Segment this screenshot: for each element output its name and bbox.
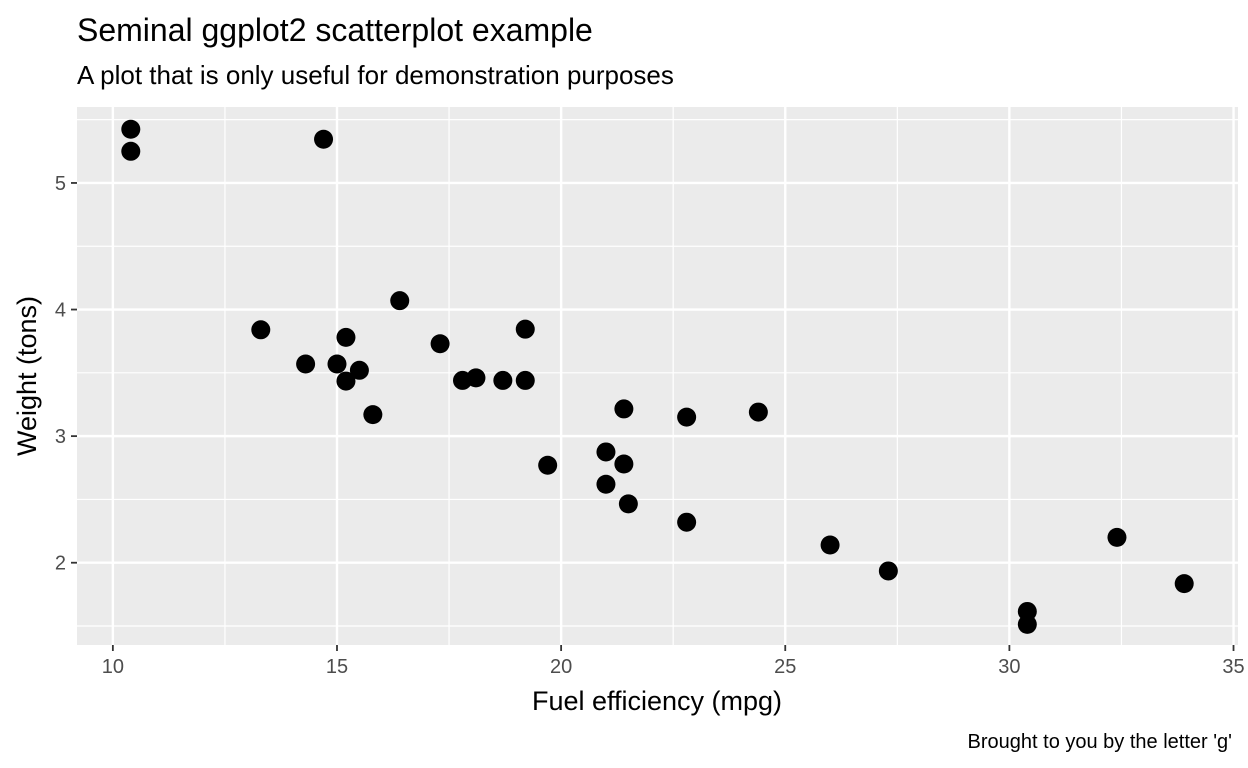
y-tick-label: 4 [55,300,66,322]
y-axis-ticks: 2 3 4 5 [55,173,77,575]
x-tick-label: 10 [102,656,124,678]
x-tick-label: 25 [774,656,796,678]
chart-caption: Brought to you by the letter 'g' [968,731,1232,753]
x-tick-label: 30 [998,656,1020,678]
scatter-point [614,454,634,474]
scatter-point [677,512,697,532]
x-tick-label: 15 [326,656,348,678]
scatter-point [748,402,768,422]
y-tick-label: 3 [55,426,66,448]
scatter-point [596,442,616,462]
scatter-point [1174,574,1194,594]
data-points [121,119,1194,634]
scatter-point [121,141,141,161]
scatter-point [614,399,634,419]
x-axis-ticks: 10 15 20 25 30 35 [102,645,1245,678]
x-tick-label: 20 [550,656,572,678]
scatter-point [878,561,898,581]
scatter-point [1107,527,1127,547]
scatter-point [515,370,535,390]
scatter-point [314,129,334,149]
scatter-point [336,371,356,391]
chart-subtitle: A plot that is only useful for demonstra… [77,60,674,90]
scatter-point [515,319,535,339]
major-gridlines [77,107,1238,645]
scatter-point [596,474,616,494]
scatter-point [251,320,271,340]
x-tick-label: 35 [1222,656,1244,678]
scatter-point [820,535,840,555]
scatter-point [363,405,383,425]
scatter-point [453,370,473,390]
scatter-point [327,354,347,374]
scatter-point [493,370,513,390]
scatter-point [618,494,638,514]
plot-panel [77,107,1238,645]
scatter-point [677,407,697,427]
minor-gridlines [77,107,1238,645]
scatter-point [538,455,558,475]
scatter-point [390,291,410,311]
chart-title: Seminal ggplot2 scatterplot example [77,12,593,48]
scatter-point [1017,614,1037,634]
scatter-point [430,334,450,354]
scatter-point [121,119,141,139]
y-tick-label: 2 [55,553,66,575]
scatter-point [296,354,316,374]
scatter-point [336,327,356,347]
scatter-point [349,360,369,380]
y-axis-title: Weight (tons) [12,296,42,456]
x-axis-title: Fuel efficiency (mpg) [532,686,782,716]
y-tick-label: 5 [55,173,66,195]
